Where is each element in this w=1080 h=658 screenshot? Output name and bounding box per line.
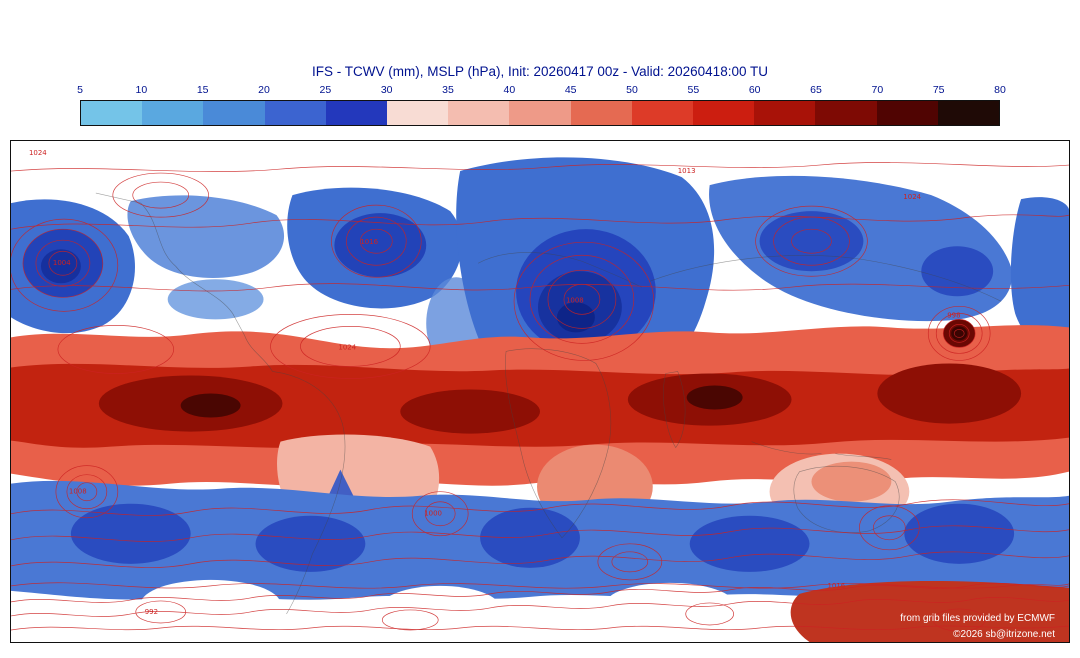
contour-label: 1008 bbox=[69, 488, 87, 496]
colorbar-tick-labels: 5 10 15 20 25 30 35 40 45 50 55 60 65 70 75 80 bbox=[77, 84, 1006, 97]
colorbar bbox=[80, 100, 1000, 126]
coastlines bbox=[95, 192, 1002, 615]
contour-label: 998 bbox=[947, 311, 960, 319]
colorbar-tick-label: 15 bbox=[196, 84, 209, 96]
attribution-copyright: ©2026 sb@itrizone.net bbox=[953, 629, 1055, 640]
colorbar-tick-label: 30 bbox=[380, 84, 393, 96]
contour-label: 1024 bbox=[29, 149, 47, 157]
colorbar-segment bbox=[264, 101, 326, 125]
colorbar-tick-label: 35 bbox=[442, 84, 454, 96]
colorbar-tick-label: 60 bbox=[748, 84, 761, 96]
colorbar-tick-label: 10 bbox=[135, 84, 148, 96]
colorbar-segment bbox=[81, 101, 143, 125]
colorbar-segment bbox=[325, 101, 388, 125]
contour-label: 1024 bbox=[903, 193, 921, 201]
colorbar-tick-label: 55 bbox=[687, 84, 700, 96]
colorbar-tick-label: 70 bbox=[871, 84, 884, 96]
contour-label: 1013 bbox=[678, 167, 696, 175]
colorbar-segment bbox=[754, 101, 816, 125]
contour-label: 1024 bbox=[338, 343, 356, 351]
contour-label: 1004 bbox=[53, 259, 71, 267]
colorbar-segment bbox=[448, 101, 510, 125]
colorbar-tick-label: 80 bbox=[994, 84, 1006, 96]
page-title: IFS - TCWV (mm), MSLP (hPa), Init: 20260… bbox=[312, 64, 768, 79]
contour-labels-group: 1024 1004 1016 1024 1008 1013 1024 998 1008 1000 1… bbox=[29, 149, 961, 616]
contour-label: 1000 bbox=[424, 510, 442, 518]
contour-label: 992 bbox=[145, 608, 158, 616]
colorbar-segment bbox=[876, 101, 938, 125]
map-frame: 1024 1004 1016 1024 1008 1013 1024 998 1008 1000 1… bbox=[10, 140, 1070, 643]
colorbar-tick-label: 25 bbox=[319, 84, 332, 96]
colorbar-tick-label: 75 bbox=[932, 84, 945, 96]
world-map: 1024 1004 1016 1024 1008 1013 1024 998 1008 1000 1… bbox=[11, 141, 1069, 642]
colorbar-tick-label: 45 bbox=[564, 84, 577, 96]
colorbar-tick-label: 65 bbox=[810, 84, 822, 96]
colorbar-tick-label: 5 bbox=[77, 84, 83, 96]
colorbar-segment bbox=[815, 101, 877, 125]
colorbar-segment bbox=[509, 101, 571, 125]
colorbar-tick-label: 20 bbox=[258, 84, 270, 96]
attribution-source: from grib files provided by ECMWF bbox=[900, 613, 1055, 624]
colorbar-tick-label: 40 bbox=[503, 84, 516, 96]
contour-label: 1008 bbox=[566, 296, 584, 304]
contour-label: 1016 bbox=[827, 582, 845, 590]
colorbar-segment bbox=[142, 101, 204, 125]
colorbar-segment bbox=[631, 101, 694, 125]
colorbar-segment bbox=[937, 101, 1000, 125]
colorbar-tick-label: 50 bbox=[626, 84, 638, 96]
colorbar-segment bbox=[387, 101, 449, 125]
colorbar-segment bbox=[203, 101, 265, 125]
contour-label: 1016 bbox=[360, 238, 378, 246]
mslp-contours bbox=[11, 162, 1069, 632]
colorbar-segment bbox=[570, 101, 632, 125]
colorbar-segment bbox=[693, 101, 755, 125]
